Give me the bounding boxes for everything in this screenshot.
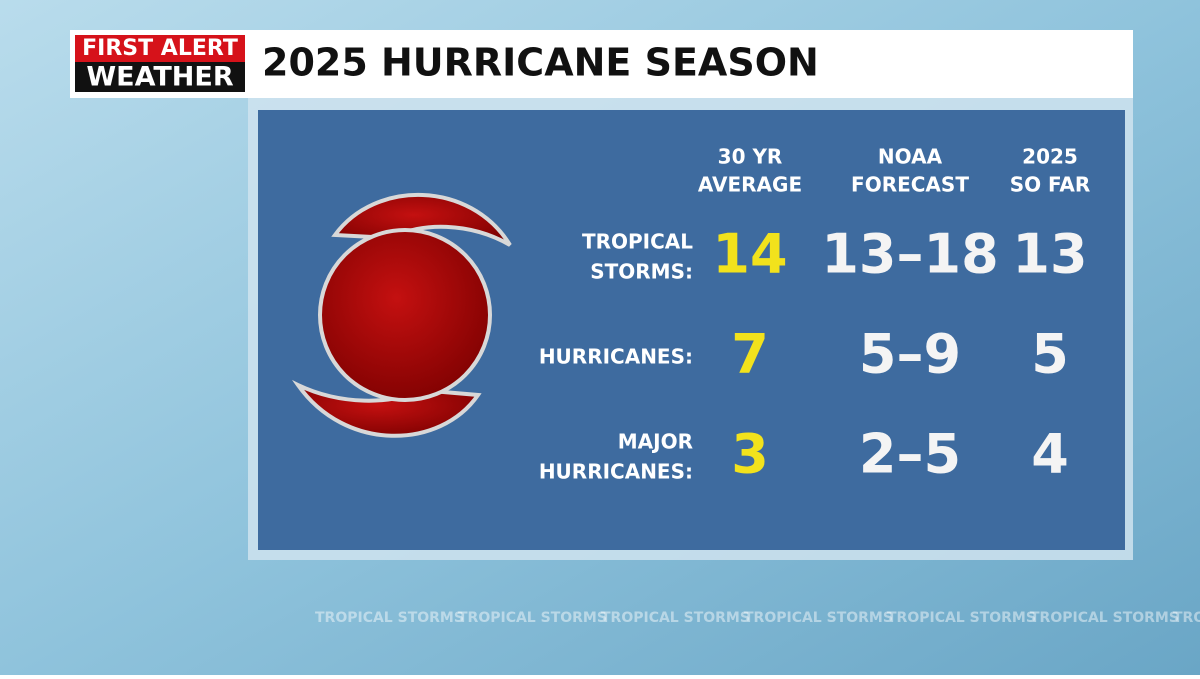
cell-value: 4 xyxy=(1031,423,1069,486)
cell-value: 5–9 xyxy=(859,323,961,386)
cell-value: 3 xyxy=(731,423,769,486)
cell-value: 5 xyxy=(1031,323,1069,386)
row-label: MAJOR xyxy=(618,430,693,454)
ticker-text: TROPICAL STORMS xyxy=(315,610,464,626)
ticker-text: TROPICAL STORMS xyxy=(1030,610,1179,626)
column-header: SO FAR xyxy=(1010,173,1091,197)
column-header: FORECAST xyxy=(851,173,969,197)
title: 2025 HURRICANE SEASON xyxy=(262,41,819,85)
ticker-text: TROPICAL STORMS xyxy=(1173,610,1200,626)
ticker-text: TROPICAL STORMS xyxy=(744,610,893,626)
logo-top: FIRST ALERT xyxy=(82,36,238,61)
row-label: HURRICANES: xyxy=(539,345,693,369)
header-bar xyxy=(70,30,1133,98)
row-label: STORMS: xyxy=(590,260,693,284)
logo-top-box xyxy=(75,35,245,62)
column-header: AVERAGE xyxy=(698,173,802,197)
row-label: TROPICAL xyxy=(582,230,693,254)
column-header: NOAA xyxy=(878,145,943,169)
column-header: 30 YR xyxy=(718,145,783,169)
cell-value: 7 xyxy=(731,323,769,386)
cell-value: 13–18 xyxy=(821,223,998,286)
storm-symbol xyxy=(291,193,512,438)
cell-value: 2–5 xyxy=(859,423,961,486)
column-header: 2025 xyxy=(1022,145,1078,169)
ticker-text: TROPICAL STORMS xyxy=(887,610,1036,626)
logo-bottom-box xyxy=(75,62,245,92)
ticker-text: TROPICAL STORMS xyxy=(601,610,750,626)
cell-value: 13 xyxy=(1012,223,1087,286)
row-label: HURRICANES: xyxy=(539,460,693,484)
ticker-text: TROPICAL STORMS xyxy=(458,610,607,626)
cell-value: 14 xyxy=(712,223,787,286)
logo-bottom: WEATHER xyxy=(86,62,233,93)
